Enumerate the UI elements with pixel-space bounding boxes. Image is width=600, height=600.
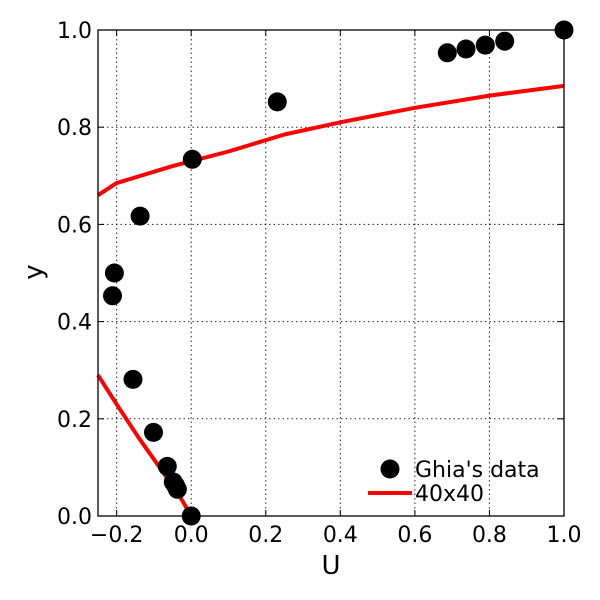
y-tick-label: 1.0 (57, 19, 92, 44)
data-point (167, 479, 187, 499)
plot-area (96, 20, 574, 526)
y-tick-label: 0.0 (57, 505, 92, 530)
data-point (475, 35, 495, 55)
x-tick-label: 0.6 (397, 523, 432, 548)
data-point (144, 422, 163, 442)
x-tick-label: −0.2 (90, 523, 143, 548)
data-point (130, 206, 150, 226)
y-axis-title: y (19, 264, 49, 279)
x-axis-title: U (321, 551, 340, 581)
data-point (267, 92, 287, 112)
data-point (437, 43, 457, 63)
legend-marker-ghia (380, 459, 400, 479)
data-point (157, 456, 177, 476)
plot-frame (97, 29, 565, 517)
data-point (123, 369, 143, 389)
x-tick-label: 0.0 (174, 523, 209, 548)
y-tick-label: 0.2 (57, 408, 92, 433)
x-tick-label: 0.2 (248, 523, 283, 548)
y-tick-label: 0.4 (57, 311, 92, 336)
y-tick-label: 0.8 (57, 116, 92, 141)
x-tick-label: 0.8 (472, 523, 507, 548)
series-line-40x40 (96, 374, 193, 517)
y-tick-label: 0.6 (57, 213, 92, 238)
data-point (456, 39, 476, 59)
data-point (104, 263, 124, 283)
data-point (103, 286, 122, 306)
x-tick-label: 1.0 (547, 523, 582, 548)
data-point (182, 149, 202, 169)
legend-label-40x40: 40x40 (415, 482, 484, 507)
x-tick-labels: −0.2 0.0 0.2 0.4 0.6 0.8 1.0 (90, 523, 582, 548)
axis-ticks (98, 29, 565, 517)
data-point (495, 31, 515, 51)
x-tick-label: 0.4 (323, 523, 358, 548)
legend-label-ghia: Ghia's data (415, 458, 540, 483)
y-tick-labels: 0.0 0.2 0.4 0.6 0.8 1.0 (57, 19, 92, 530)
series-line-40x40 (96, 83, 565, 197)
